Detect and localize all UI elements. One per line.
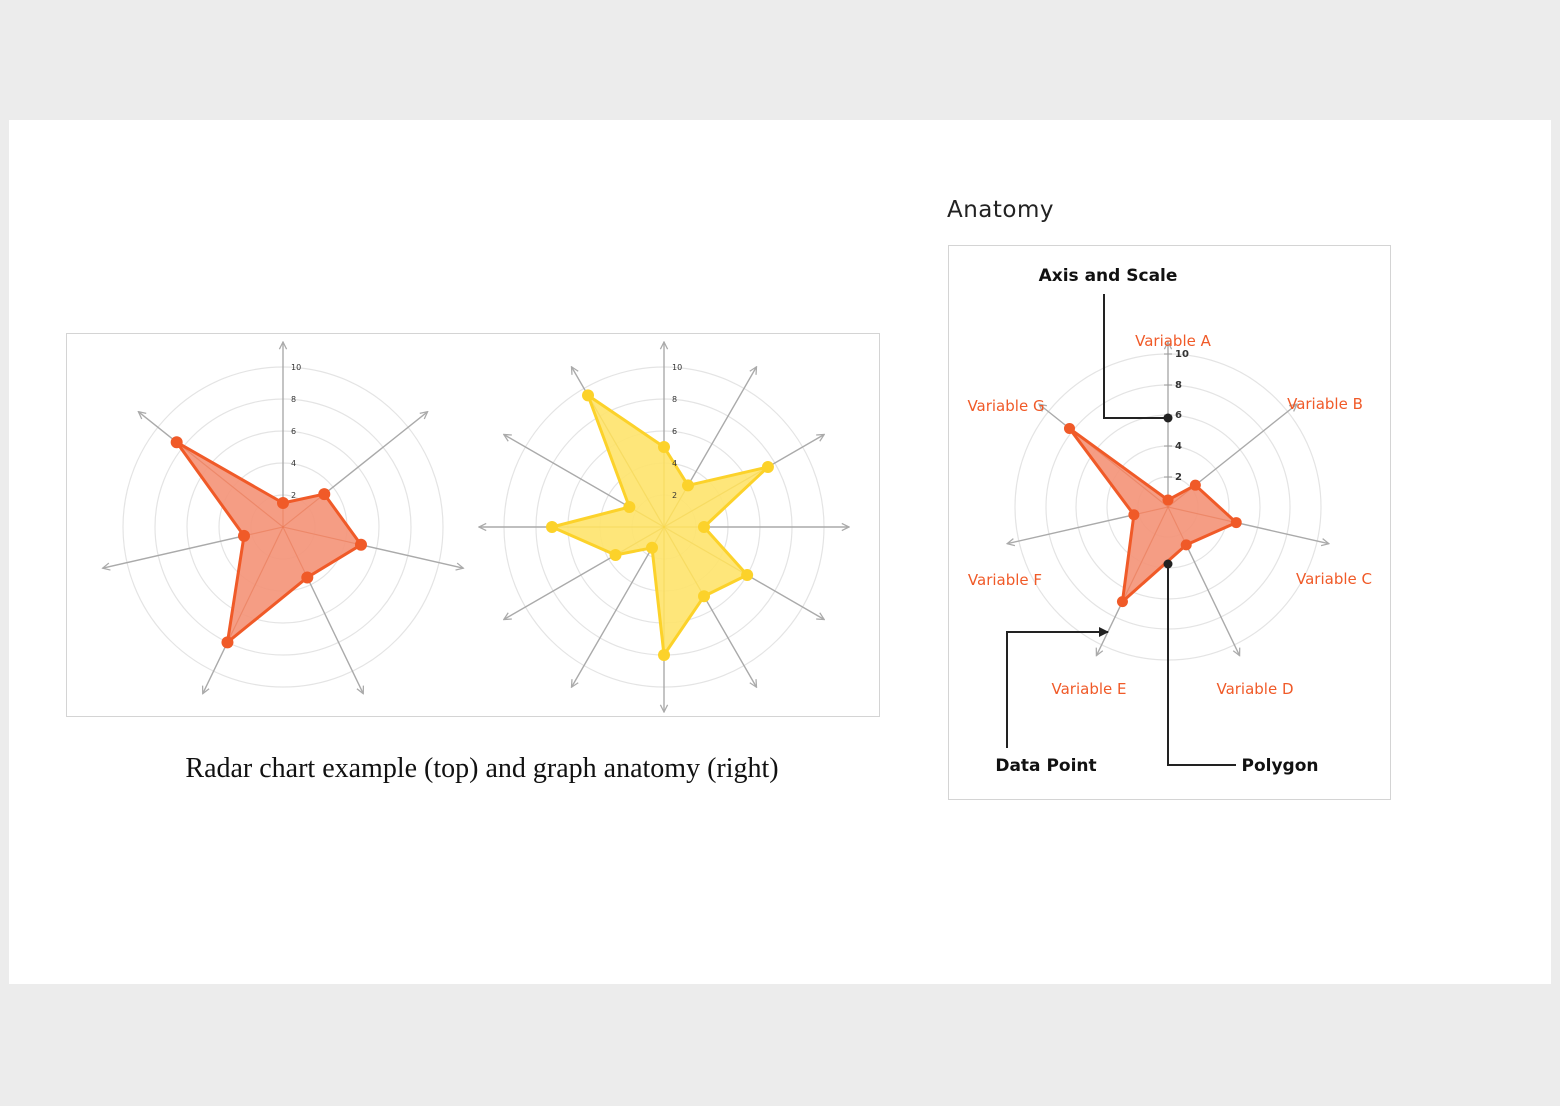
anatomy-frame: [948, 245, 1391, 800]
figure-caption: Radar chart example (top) and graph anat…: [185, 753, 779, 784]
anatomy-title: Anatomy: [947, 197, 1055, 223]
examples-frame: [66, 333, 880, 717]
